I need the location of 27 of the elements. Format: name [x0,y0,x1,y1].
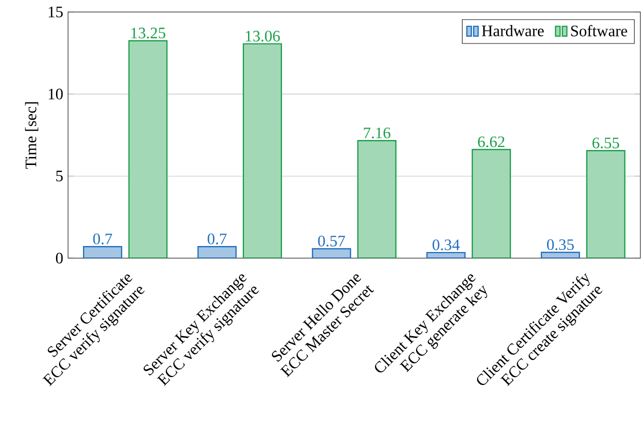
bar [82,246,122,258]
bar [357,140,396,258]
data-label: 6.62 [478,136,504,148]
bar [586,150,626,258]
legend-label: Hardware [482,25,544,36]
data-label: 13.06 [246,30,280,42]
bar [312,248,352,258]
bar [540,252,580,258]
y-tick-label: 15 [48,6,63,18]
data-label: 7.16 [364,128,390,139]
data-label: 0.7 [208,234,227,245]
y-tick-label: 10 [48,88,63,100]
bar [426,252,466,258]
legend-label: Software [571,25,628,37]
bar [128,40,168,258]
data-label: 0.57 [318,236,345,247]
data-label: 0.34 [432,240,460,251]
data-label: 0.35 [547,240,574,250]
y-tick-label: 0 [56,252,63,264]
bar [197,246,237,258]
y-axis-title: Time [sec] [25,102,38,170]
data-label: 0.7 [93,234,112,245]
data-label: 6.55 [592,138,620,149]
y-tick-label: 5 [56,171,63,182]
data-label: 13.25 [131,28,166,39]
bar [242,43,282,258]
bar [472,149,511,258]
